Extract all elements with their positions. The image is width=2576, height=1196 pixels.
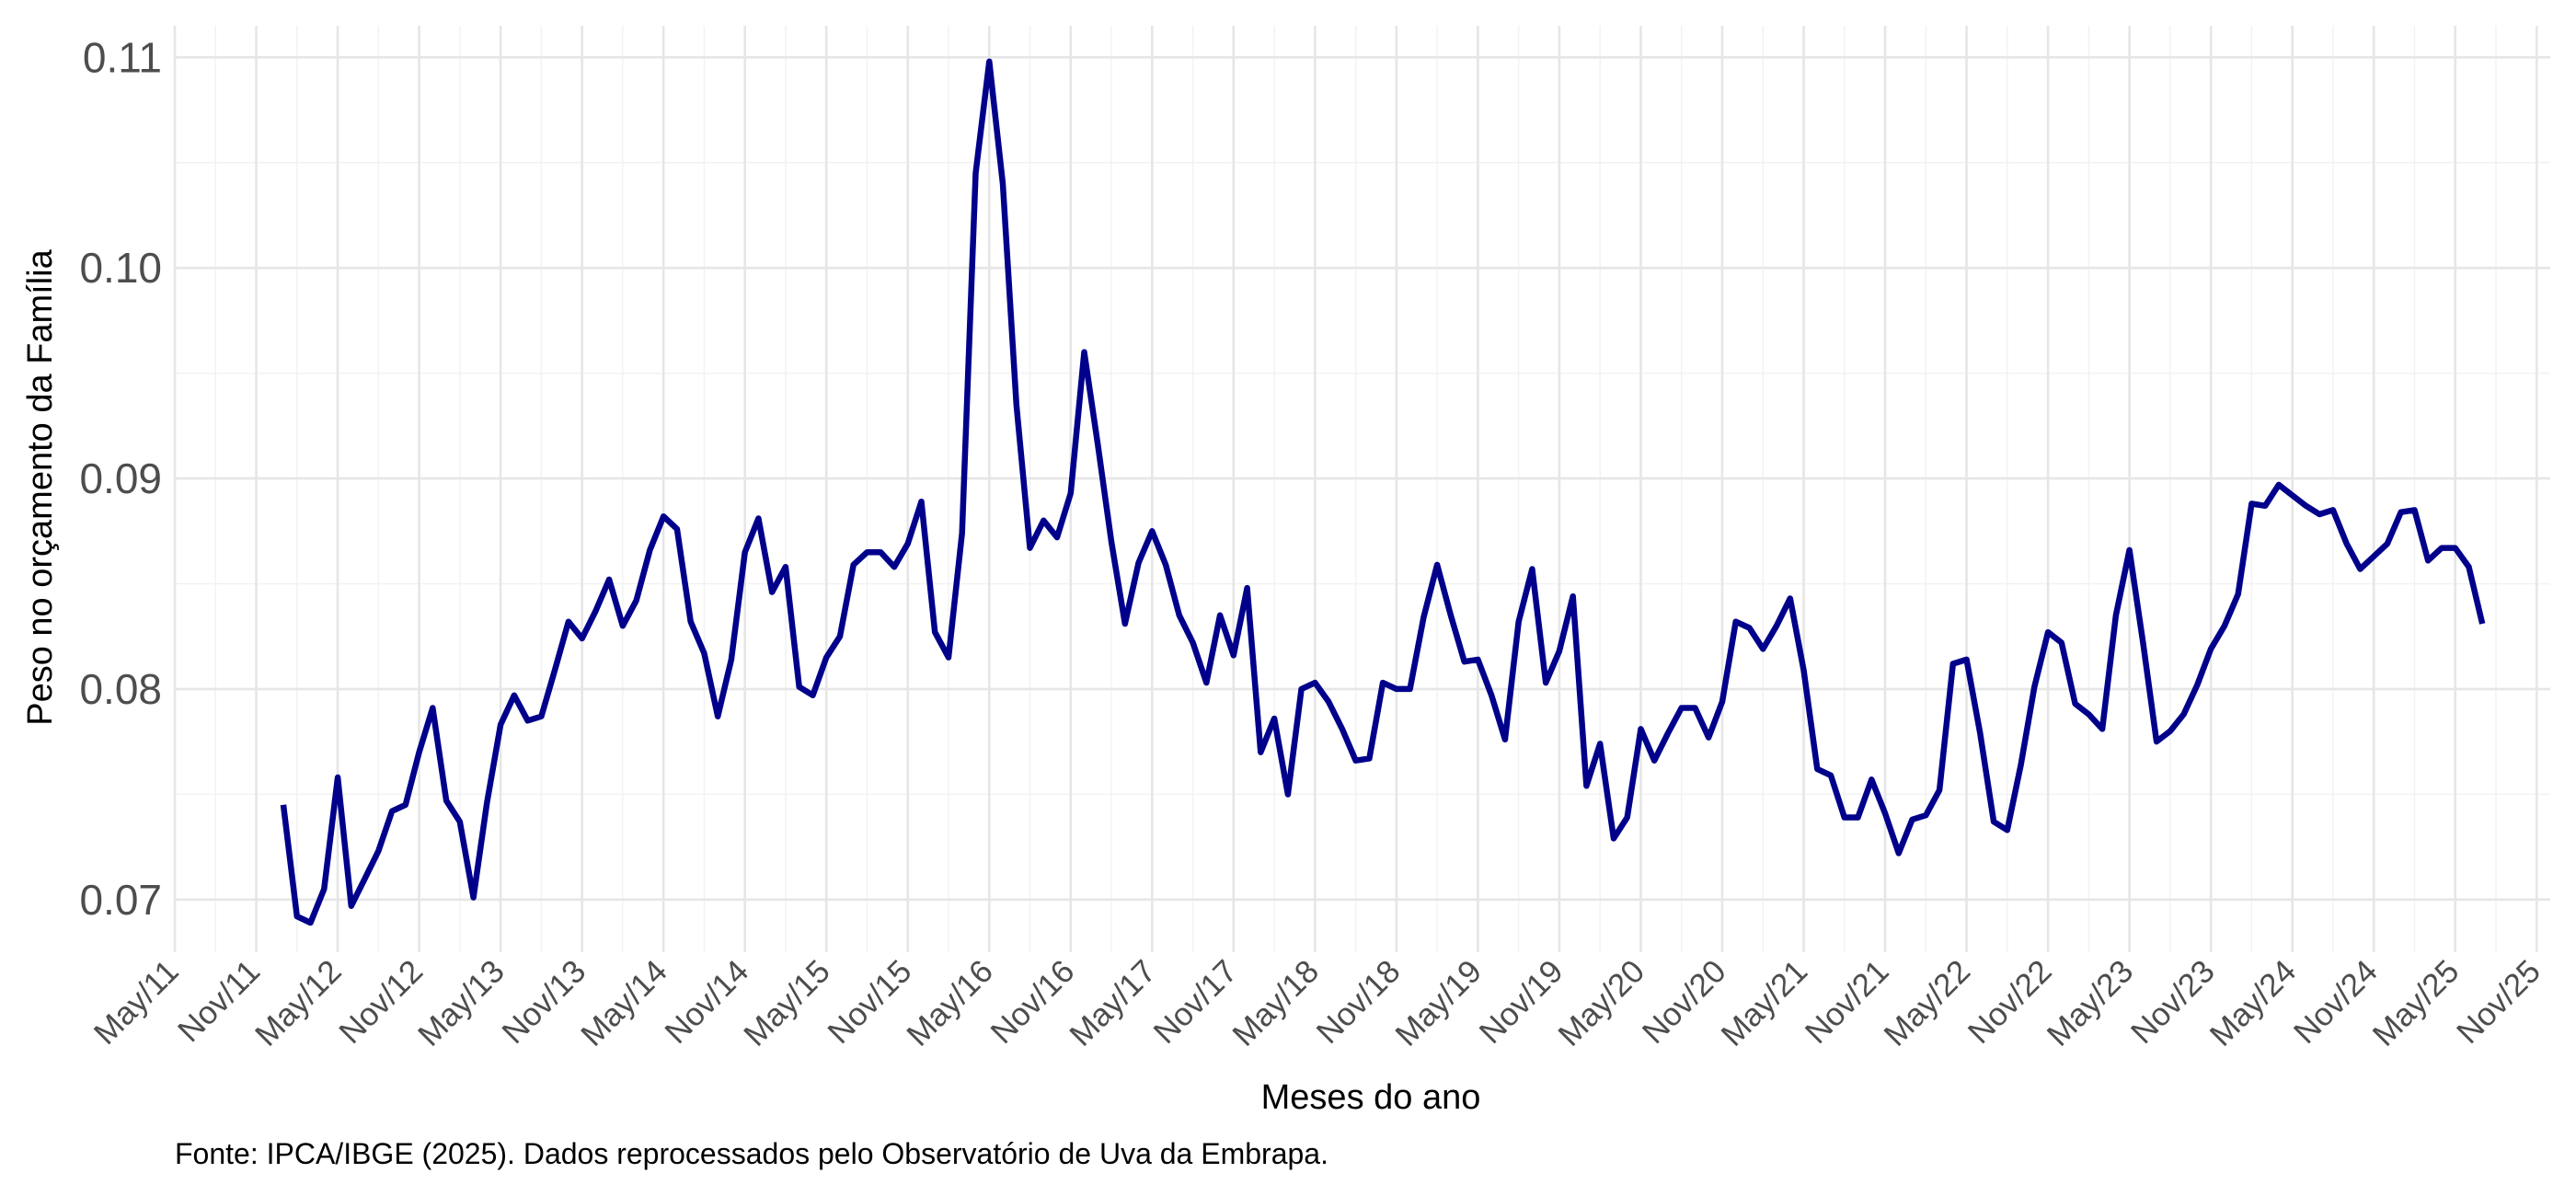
x-tick-label: May/12	[248, 953, 349, 1053]
major-gridlines	[173, 26, 2550, 952]
x-tick-label: Nov/25	[2450, 953, 2547, 1051]
x-tick-label: Nov/14	[658, 953, 755, 1051]
x-tick-label: Nov/24	[2287, 953, 2385, 1051]
x-tick-label: Nov/21	[1799, 953, 1896, 1051]
series-group	[280, 58, 2486, 926]
x-tick-label: May/14	[574, 953, 674, 1053]
x-tick-label: May/21	[1714, 953, 1814, 1053]
x-tick-label: May/11	[87, 953, 186, 1052]
x-tick-label: May/20	[1551, 953, 1651, 1053]
x-tick-label: Nov/20	[1636, 953, 1733, 1051]
x-tick-label: May/17	[1063, 953, 1163, 1053]
x-tick-label: May/13	[411, 953, 512, 1053]
x-tick-label: Nov/17	[1146, 953, 1244, 1051]
x-tick-label: May/22	[1877, 953, 1977, 1053]
x-tick-label: May/19	[1388, 953, 1489, 1053]
y-tick-label: 0.07	[79, 876, 162, 924]
x-tick-label: May/16	[900, 953, 1000, 1053]
x-tick-label: May/25	[2366, 953, 2467, 1053]
minor-gridlines	[175, 26, 2550, 952]
x-axis-title: Meses do ano	[1261, 1078, 1481, 1117]
x-tick-label: Nov/11	[171, 953, 267, 1049]
x-axis-ticks: May/11Nov/11May/12Nov/12May/13Nov/13May/…	[87, 953, 2547, 1053]
x-tick-label: May/23	[2041, 953, 2141, 1053]
y-tick-label: 0.10	[79, 244, 162, 292]
x-tick-label: Nov/18	[1310, 953, 1408, 1051]
y-axis-ticks: 0.07 0.08 0.09 0.10 0.11	[79, 33, 162, 923]
series-line	[280, 58, 2486, 926]
x-tick-label: Nov/12	[332, 953, 430, 1051]
y-axis-title: Peso no orçamento da Família	[21, 248, 60, 725]
x-tick-label: Nov/13	[495, 953, 592, 1051]
source-caption: Fonte: IPCA/IBGE (2025). Dados reprocess…	[175, 1137, 1328, 1170]
x-tick-label: May/18	[1225, 953, 1326, 1053]
x-tick-label: May/15	[737, 953, 837, 1053]
x-tick-label: Nov/15	[821, 953, 918, 1051]
y-tick-label: 0.08	[79, 665, 162, 713]
x-tick-label: Nov/22	[1961, 953, 2059, 1051]
y-tick-label: 0.11	[83, 33, 162, 81]
y-tick-label: 0.09	[79, 454, 162, 502]
x-tick-label: Nov/19	[1473, 953, 1570, 1051]
x-tick-label: May/24	[2203, 953, 2304, 1053]
x-tick-label: Nov/23	[2124, 953, 2222, 1051]
x-tick-label: Nov/16	[983, 953, 1081, 1051]
